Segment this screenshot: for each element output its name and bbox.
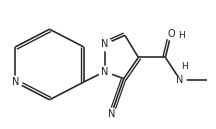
Text: H: H: [181, 62, 188, 71]
Text: N: N: [12, 77, 19, 87]
Text: N: N: [101, 67, 108, 76]
Text: N: N: [108, 109, 115, 119]
Text: N: N: [101, 39, 108, 49]
Text: N: N: [176, 75, 184, 85]
Text: H: H: [178, 31, 185, 40]
Text: O: O: [167, 29, 175, 39]
